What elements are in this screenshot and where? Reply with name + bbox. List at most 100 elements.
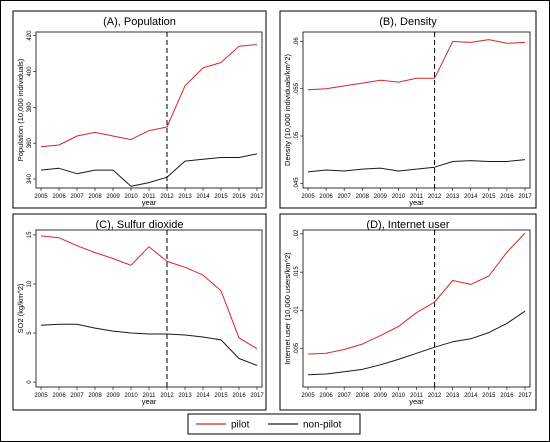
legend-label-non-pilot: non-pilot xyxy=(303,420,342,431)
y-axis-label: Density (10,000 individuals/km^2) xyxy=(283,54,292,166)
panel-3: (C), Sulfur dioxide 0 5 10 15 2005 2006 2007 200… xyxy=(12,213,267,411)
y-tick-label: .015 xyxy=(294,266,300,278)
series-line-pilot xyxy=(307,39,526,91)
y-axis-label: Internet user (10,000 users/km^2) xyxy=(283,252,292,365)
x-tick-label: 2010 xyxy=(124,393,138,399)
y-axis-label: Population (10,000 individuals) xyxy=(16,58,25,161)
x-tick-label: 2016 xyxy=(500,393,514,399)
x-tick-label: 2017 xyxy=(518,194,532,200)
y-tick-label: .01 xyxy=(294,306,300,315)
x-axis-label: year xyxy=(142,198,157,207)
panel-4: (D), Internet user .005 .01 .015 .02 2005 2006… xyxy=(279,213,537,411)
series-line-pilot xyxy=(40,44,258,148)
x-tick-label: 2016 xyxy=(500,194,514,200)
panel-2: (B), Density .045 .05 .055 .06 2005 2006 2007 20… xyxy=(279,10,537,209)
x-tick-label: 2017 xyxy=(518,393,532,399)
x-tick-label: 2009 xyxy=(374,194,388,200)
x-tick-label: 2012 xyxy=(428,194,442,200)
plot-area xyxy=(35,31,263,189)
x-tick-label: 2009 xyxy=(106,393,120,399)
panel-1: (A), Population 340 360 380 400 420 2005 2006 20… xyxy=(12,10,267,209)
x-tick-label: 2005 xyxy=(34,393,48,399)
x-tick-label: 2015 xyxy=(214,194,228,200)
x-tick-label: 2011 xyxy=(410,194,424,200)
y-axis-label: SO2 (kg/km^2) xyxy=(16,283,25,333)
x-tick-label: 2007 xyxy=(70,194,84,200)
x-tick-label: 2012 xyxy=(160,194,174,200)
x-axis-label: year xyxy=(409,397,424,406)
x-tick-label: 2006 xyxy=(319,393,333,399)
x-tick-label: 2016 xyxy=(232,393,246,399)
x-tick-label: 2013 xyxy=(178,194,192,200)
y-tick-label: 420 xyxy=(27,30,33,41)
x-axis-label: year xyxy=(142,397,157,406)
panel-title: (D), Internet user xyxy=(366,219,449,231)
series-line-non-pilot xyxy=(40,323,258,366)
x-tick-label: 2010 xyxy=(392,194,406,200)
panel-title: (B), Density xyxy=(379,16,437,28)
y-tick-label: 0 xyxy=(27,380,33,384)
y-tick-label: 400 xyxy=(27,66,33,77)
panel-title: (C), Sulfur dioxide xyxy=(95,219,183,231)
series-line-pilot xyxy=(307,232,526,355)
x-tick-label: 2006 xyxy=(52,393,66,399)
x-tick-label: 2014 xyxy=(196,194,210,200)
plot-area xyxy=(35,229,263,388)
y-tick-label: .06 xyxy=(294,37,300,46)
x-tick-label: 2006 xyxy=(52,194,66,200)
x-tick-label: 2012 xyxy=(160,393,174,399)
x-tick-label: 2013 xyxy=(446,393,460,399)
x-tick-label: 2010 xyxy=(392,393,406,399)
series-line-non-pilot xyxy=(40,153,258,187)
legend: pilot non-pilot xyxy=(187,413,361,435)
x-tick-label: 2005 xyxy=(34,194,48,200)
y-tick-label: .02 xyxy=(294,229,300,238)
y-tick-label: .045 xyxy=(294,177,300,189)
x-tick-label: 2005 xyxy=(301,194,315,200)
series-line-pilot xyxy=(40,235,258,350)
y-tick-label: 340 xyxy=(27,173,33,184)
x-tick-label: 2008 xyxy=(356,393,370,399)
x-tick-label: 2011 xyxy=(410,393,424,399)
y-tick-label: 15 xyxy=(27,231,33,238)
panel-title: (A), Population xyxy=(103,16,176,28)
x-tick-label: 2007 xyxy=(337,393,351,399)
x-axis-label: year xyxy=(409,198,424,207)
y-tick-label: 5 xyxy=(27,331,33,335)
x-tick-label: 2006 xyxy=(319,194,333,200)
y-tick-label: 380 xyxy=(27,102,33,113)
y-tick-label: .055 xyxy=(294,82,300,94)
x-tick-label: 2009 xyxy=(374,393,388,399)
x-tick-label: 2011 xyxy=(143,393,157,399)
x-tick-label: 2008 xyxy=(88,194,102,200)
y-tick-label: .05 xyxy=(294,131,300,140)
x-tick-label: 2015 xyxy=(482,393,496,399)
x-tick-label: 2016 xyxy=(232,194,246,200)
legend-label-pilot: pilot xyxy=(231,420,250,431)
x-tick-label: 2010 xyxy=(124,194,138,200)
x-tick-label: 2013 xyxy=(446,194,460,200)
y-tick-label: 10 xyxy=(27,280,33,287)
y-tick-label: .005 xyxy=(294,342,300,354)
plot-area xyxy=(302,229,531,388)
x-tick-label: 2012 xyxy=(428,393,442,399)
x-tick-label: 2008 xyxy=(88,393,102,399)
x-tick-label: 2017 xyxy=(250,393,264,399)
x-tick-label: 2014 xyxy=(196,393,210,399)
series-line-non-pilot xyxy=(307,159,526,173)
x-tick-label: 2014 xyxy=(464,194,478,200)
x-tick-label: 2014 xyxy=(464,393,478,399)
x-tick-label: 2015 xyxy=(482,194,496,200)
x-tick-label: 2008 xyxy=(356,194,370,200)
series-line-non-pilot xyxy=(307,310,526,376)
x-tick-label: 2005 xyxy=(301,393,315,399)
x-tick-label: 2013 xyxy=(178,393,192,399)
x-tick-label: 2007 xyxy=(337,194,351,200)
x-tick-label: 2009 xyxy=(106,194,120,200)
plot-area xyxy=(302,31,531,189)
x-tick-label: 2011 xyxy=(143,194,157,200)
y-tick-label: 360 xyxy=(27,138,33,149)
x-tick-label: 2015 xyxy=(214,393,228,399)
x-tick-label: 2007 xyxy=(70,393,84,399)
